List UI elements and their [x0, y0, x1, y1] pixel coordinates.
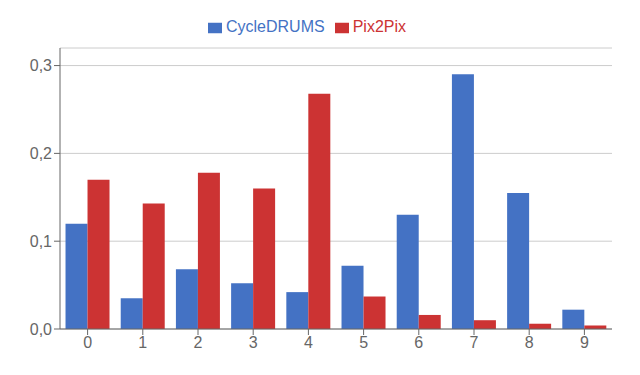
svg-text:9: 9: [580, 334, 589, 351]
svg-text:5: 5: [359, 334, 368, 351]
svg-text:0: 0: [83, 334, 92, 351]
svg-text:0,1: 0,1: [30, 233, 52, 250]
svg-text:7: 7: [470, 334, 479, 351]
svg-text:1: 1: [138, 334, 147, 351]
svg-text:0,3: 0,3: [30, 57, 52, 74]
svg-text:8: 8: [525, 334, 534, 351]
svg-text:6: 6: [414, 334, 423, 351]
svg-text:0,0: 0,0: [30, 321, 52, 338]
svg-text:2: 2: [194, 334, 203, 351]
svg-text:4: 4: [304, 334, 313, 351]
html-text:Pix2Pix: Pix2Pix: [352, 18, 406, 35]
svg-text:0,2: 0,2: [30, 145, 52, 162]
html-text:CycleDRUMS: CycleDRUMS: [226, 18, 325, 35]
svg-text:3: 3: [249, 334, 258, 351]
